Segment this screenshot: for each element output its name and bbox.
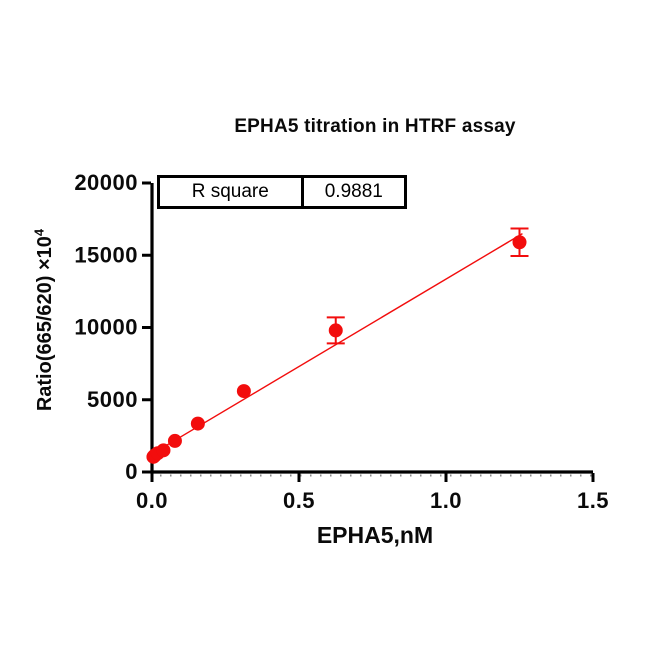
x-tick-label: 0.5	[283, 488, 315, 513]
x-tick-label: 1.5	[577, 488, 609, 513]
data-point	[156, 443, 171, 458]
data-point	[512, 235, 527, 250]
x-tick-label: 1.0	[430, 488, 462, 513]
y-tick-label: 10000	[74, 315, 138, 340]
data-point	[167, 433, 182, 448]
y-tick-label: 5000	[87, 387, 138, 412]
y-axis-label: Ratio(665/620) ×104	[29, 160, 61, 480]
r-square-label: R square	[191, 181, 269, 202]
x-tick-label: 0.0	[136, 488, 168, 513]
chart-title: EPHA5 titration in HTRF assay	[234, 116, 516, 137]
r-square-box: R square 0.9881	[157, 175, 407, 209]
data-point	[190, 416, 205, 431]
data-point	[236, 384, 251, 399]
r-square-value: 0.9881	[300, 178, 404, 206]
y-axis-label-text: Ratio(665/620) ×10	[34, 236, 56, 412]
x-axis-label: EPHA5,nM	[316, 522, 434, 548]
data-point	[328, 323, 343, 338]
y-axis-label-exponent: 4	[31, 228, 47, 237]
y-tick-label: 20000	[74, 170, 138, 195]
y-tick-label: 0	[125, 459, 138, 484]
axes-spines	[150, 183, 593, 474]
y-tick-label: 15000	[74, 242, 138, 267]
